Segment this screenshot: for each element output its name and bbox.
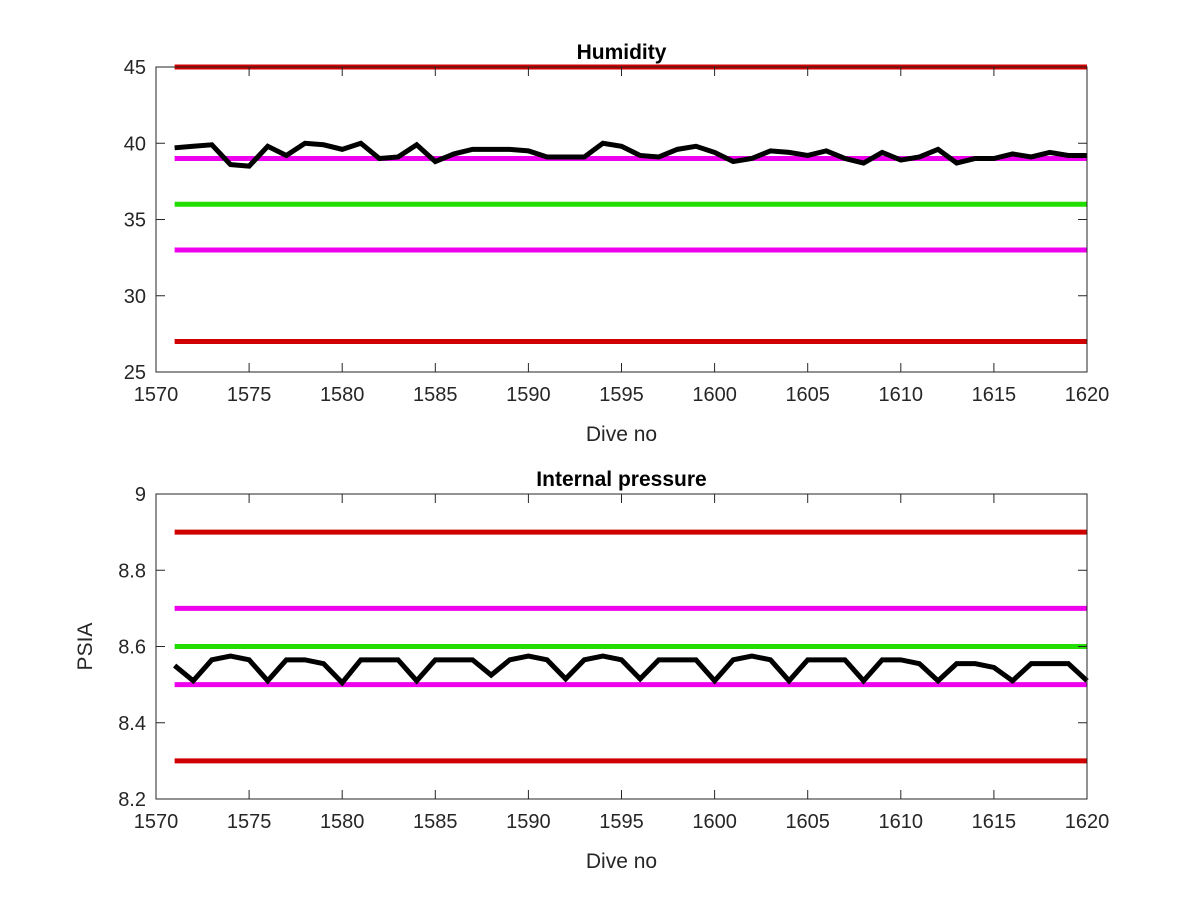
y-tick-label: 8.4 bbox=[118, 713, 146, 735]
x-tick-label: 1620 bbox=[1065, 384, 1110, 406]
y-tick-label: 9 bbox=[135, 484, 146, 506]
chart-title: Humidity bbox=[577, 41, 667, 64]
x-tick-label: 1575 bbox=[227, 384, 272, 406]
chart-panel-2: 1570 1575 1580 1585 1590 1595 1600 1605 1610 1615… bbox=[74, 468, 1109, 873]
y-tick-label: 35 bbox=[124, 210, 146, 232]
x-tick-label: 1580 bbox=[320, 384, 365, 406]
x-tick-label: 1605 bbox=[785, 384, 830, 406]
y-tick-label: 25 bbox=[124, 362, 146, 384]
x-tick-label: 1615 bbox=[972, 811, 1017, 833]
y-tick-label: 30 bbox=[124, 286, 146, 308]
data-series-line bbox=[174, 140, 1087, 169]
x-tick-label: 1570 bbox=[134, 384, 179, 406]
x-tick-label: 1600 bbox=[692, 384, 737, 406]
y-tick-label: 8.8 bbox=[118, 560, 146, 582]
x-tick-label: 1585 bbox=[413, 384, 458, 406]
y-tick-label: 45 bbox=[124, 57, 146, 79]
x-tick-label: 1585 bbox=[413, 811, 458, 833]
y-tick-label: 8.2 bbox=[118, 789, 146, 811]
x-tick-label: 1590 bbox=[506, 384, 551, 406]
x-tick-label: 1600 bbox=[692, 811, 737, 833]
x-axis-label: Dive no bbox=[586, 850, 657, 873]
plot-area bbox=[156, 67, 1087, 372]
chart-title: Internal pressure bbox=[536, 468, 706, 491]
y-axis-label: PSIA bbox=[74, 623, 97, 671]
chart-panel-1: 1570 1575 1580 1585 1590 1595 1600 1605 1610 1615… bbox=[124, 41, 1110, 446]
x-tick-label: 1605 bbox=[785, 811, 830, 833]
x-tick-label: 1590 bbox=[506, 811, 551, 833]
x-tick-label: 1595 bbox=[599, 384, 644, 406]
x-axis-label: Dive no bbox=[586, 423, 657, 446]
x-tick-label: 1570 bbox=[134, 811, 179, 833]
data-series-line bbox=[173, 653, 1089, 687]
x-tick-label: 1595 bbox=[599, 811, 644, 833]
y-tick-label: 8.6 bbox=[118, 637, 146, 659]
x-tick-label: 1575 bbox=[227, 811, 272, 833]
x-tick-label: 1610 bbox=[879, 384, 924, 406]
x-tick-label: 1580 bbox=[320, 811, 365, 833]
x-tick-label: 1610 bbox=[879, 811, 924, 833]
x-tick-label: 1615 bbox=[972, 384, 1017, 406]
x-tick-label: 1620 bbox=[1065, 811, 1110, 833]
y-tick-label: 40 bbox=[124, 133, 146, 155]
